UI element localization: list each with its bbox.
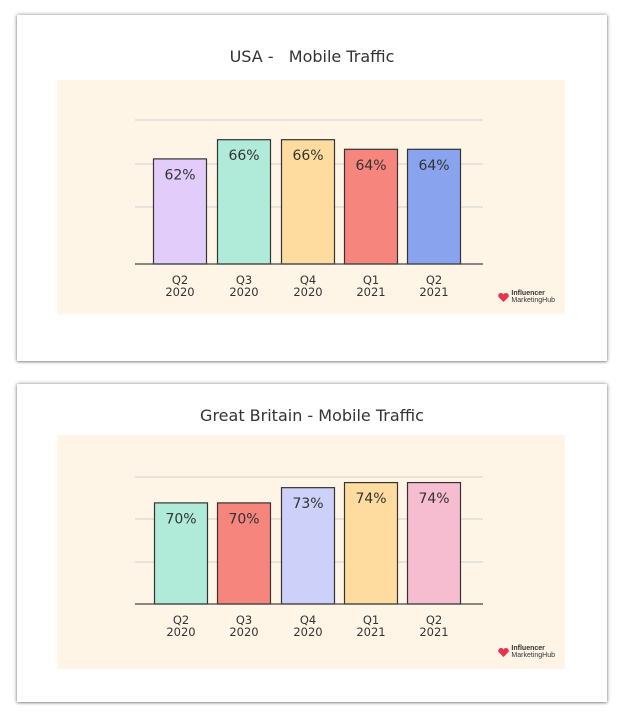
- brand-logo: Influencer MarketingHub: [498, 290, 555, 304]
- gb-chart-card: Great Britain - Mobile Traffic 70% Q2 2020…: [17, 384, 607, 702]
- usa-bar-chart: 62% Q2 2020 66% Q3 2020 66% Q4 2020 64% Q1 2021 64% Q…: [135, 119, 483, 299]
- bar: [280, 139, 336, 265]
- category-label: Q4 2020: [293, 273, 322, 299]
- category-label: Q1 2021: [356, 613, 385, 639]
- value-label: 66%: [292, 148, 323, 164]
- value-label: 64%: [355, 158, 386, 174]
- bar: [216, 139, 272, 265]
- value-label: 66%: [228, 148, 259, 164]
- chart-panel: 62% Q2 2020 66% Q3 2020 66% Q4 2020 64% Q1 2021 64% Q…: [57, 80, 565, 314]
- value-label: 62%: [164, 167, 195, 183]
- category-label: Q3 2020: [229, 613, 258, 639]
- bar: [216, 502, 272, 605]
- heart-logo-icon: [498, 647, 510, 657]
- category-label: Q2 2021: [419, 613, 448, 639]
- brand-line2: MarketingHub: [511, 297, 555, 304]
- chart-title: Great Britain - Mobile Traffic: [200, 406, 424, 425]
- brand-logo: Influencer MarketingHub: [498, 645, 555, 659]
- heart-logo-icon: [498, 292, 510, 302]
- brand-line1: Influencer: [511, 645, 545, 652]
- bar: [280, 487, 336, 605]
- category-label: Q2 2020: [165, 273, 194, 299]
- value-label: 64%: [418, 158, 449, 174]
- bar: [153, 502, 209, 605]
- value-label: 74%: [418, 491, 449, 507]
- category-label: Q1 2021: [356, 273, 385, 299]
- category-label: Q2 2020: [166, 613, 195, 639]
- category-label: Q4 2020: [293, 613, 322, 639]
- bar: [406, 481, 462, 605]
- brand-line2: MarketingHub: [511, 652, 555, 659]
- category-label: Q2 2021: [419, 273, 448, 299]
- value-label: 70%: [165, 511, 196, 527]
- value-label: 73%: [292, 496, 323, 512]
- gb-bar-chart: 70% Q2 2020 70% Q3 2020 73% Q4 2020 74% Q1 2021 74% Q…: [135, 476, 483, 639]
- bar: [152, 158, 208, 265]
- chart-panel: 70% Q2 2020 70% Q3 2020 73% Q4 2020 74% Q1 2021 74% Q…: [57, 435, 565, 669]
- brand-line1: Influencer: [511, 290, 545, 297]
- value-label: 70%: [228, 511, 259, 527]
- usa-chart-card: USA - Mobile Traffic 62% Q2 2020 66% Q3 2020 6…: [17, 15, 607, 361]
- category-label: Q3 2020: [229, 273, 258, 299]
- value-label: 74%: [355, 491, 386, 507]
- chart-title: USA - Mobile Traffic: [229, 47, 395, 66]
